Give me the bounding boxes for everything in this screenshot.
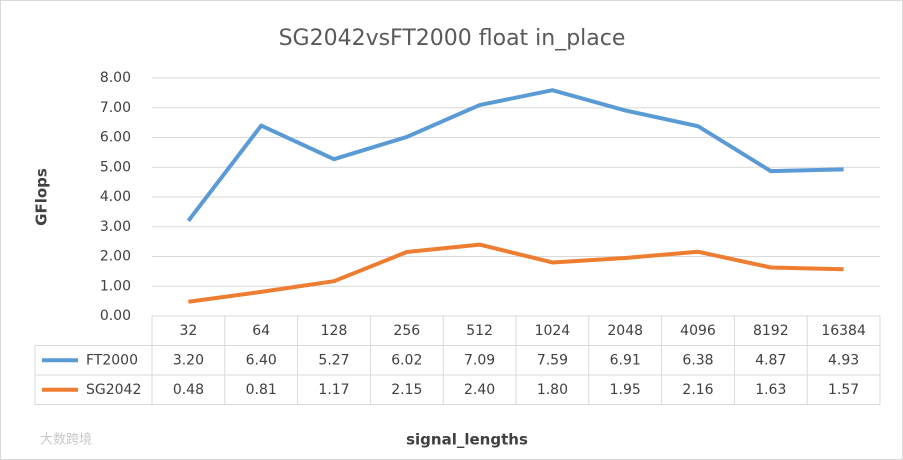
table-value: 0.81 xyxy=(246,382,277,398)
table-value: 7.09 xyxy=(464,352,495,368)
y-tick-label: 0.00 xyxy=(100,308,131,324)
y-tick-label: 4.00 xyxy=(100,189,131,205)
y-tick-label: 1.00 xyxy=(100,278,131,294)
x-tick-label: 32 xyxy=(179,323,197,339)
x-tick-label: 128 xyxy=(321,323,348,339)
table-value: 3.20 xyxy=(173,352,204,368)
x-tick-label: 2048 xyxy=(607,323,643,339)
table-value: 2.40 xyxy=(464,382,495,398)
table-value: 2.15 xyxy=(391,382,422,398)
y-tick-label: 7.00 xyxy=(100,100,131,116)
table-value: 6.40 xyxy=(246,352,277,368)
series-line xyxy=(186,88,844,223)
x-tick-label: 8192 xyxy=(753,323,789,339)
table-value: 1.17 xyxy=(318,382,349,398)
table-value: 6.91 xyxy=(610,352,641,368)
y-axis-label: GFlops xyxy=(33,168,51,226)
watermark: 大数跨境 xyxy=(40,433,92,448)
table-value: 1.63 xyxy=(755,382,786,398)
x-tick-label: 64 xyxy=(252,323,270,339)
table-value: 6.02 xyxy=(391,352,422,368)
legend-label: FT2000 xyxy=(86,352,138,368)
series-line xyxy=(188,242,844,304)
y-tick-label: 5.00 xyxy=(100,159,131,175)
table-value: 1.57 xyxy=(828,382,859,398)
y-tick-label: 2.00 xyxy=(100,249,131,265)
table-value: 0.48 xyxy=(173,382,204,398)
chart-title: SG2042vsFT2000 float in_place xyxy=(279,26,626,51)
table-value: 7.59 xyxy=(537,352,568,368)
table-value: 4.93 xyxy=(828,352,859,368)
y-tick-label: 8.00 xyxy=(100,70,131,86)
x-tick-label: 256 xyxy=(393,323,420,339)
x-tick-label: 16384 xyxy=(821,323,866,339)
legend-label: SG2042 xyxy=(86,382,141,398)
y-tick-label: 6.00 xyxy=(100,130,131,146)
table-value: 2.16 xyxy=(682,382,713,398)
table-value: 1.95 xyxy=(610,382,641,398)
x-tick-label: 4096 xyxy=(680,323,716,339)
table-value: 6.38 xyxy=(682,352,713,368)
table-value: 5.27 xyxy=(318,352,349,368)
table-value: 4.87 xyxy=(755,352,786,368)
x-axis-label: signal_lengths xyxy=(406,431,528,449)
x-tick-label: 512 xyxy=(466,323,493,339)
table-value: 1.80 xyxy=(537,382,568,398)
y-tick-label: 3.00 xyxy=(100,219,131,235)
x-tick-label: 1024 xyxy=(535,323,571,339)
